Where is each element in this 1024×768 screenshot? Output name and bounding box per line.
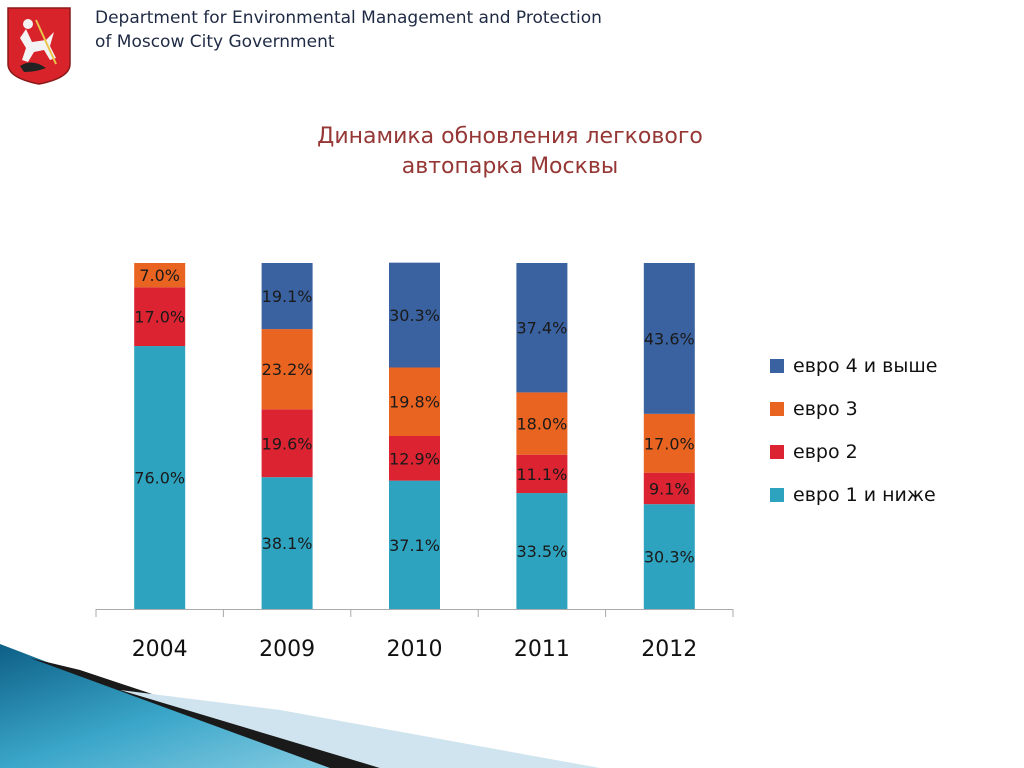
bar-segment-2009-series-1 — [261, 409, 313, 478]
legend-label: евро 2 — [793, 440, 858, 463]
data-label-2009-series-1: 19.6% — [262, 434, 313, 453]
legend-swatch — [770, 401, 784, 416]
data-label-2012-series-0: 30.3% — [644, 548, 695, 567]
x-tick-label-2011: 2011 — [514, 637, 570, 662]
slide-title-line-1: Динамика обновления легкового — [317, 124, 703, 149]
bar-segment-2004-series-1 — [134, 287, 186, 347]
legend-item: евро 2 — [770, 430, 937, 473]
moscow-coat-of-arms-icon — [7, 7, 71, 85]
legend-swatch — [770, 444, 784, 459]
data-label-2011-series-1: 11.1% — [516, 465, 567, 484]
legend-item: евро 3 — [770, 387, 937, 430]
data-label-2010-series-0: 37.1% — [389, 536, 440, 555]
bar-segment-2004-series-0 — [134, 346, 186, 609]
legend-item: евро 1 и ниже — [770, 473, 937, 516]
bar-segment-2012-series-0 — [643, 504, 695, 609]
stacked-bar-chart: 76.0% 17.0% 7.0% 2004 38.1% 19.6% 23.2% 19.1% 20… — [95, 262, 734, 662]
legend-swatch — [770, 358, 784, 373]
department-line-2: of Moscow City Government — [95, 32, 335, 52]
data-label-2009-series-3: 19.1% — [262, 287, 313, 306]
decorative-corner-swoosh — [0, 644, 600, 768]
data-label-2010-series-1: 12.9% — [389, 449, 440, 468]
department-name: Department for Environmental Management … — [95, 6, 602, 54]
data-label-2012-series-2: 17.0% — [644, 434, 695, 453]
data-label-2004-series-2: 7.0% — [139, 266, 180, 285]
x-tick-label-2004: 2004 — [132, 637, 188, 662]
bar-segment-2010-series-3 — [389, 262, 440, 368]
x-tick-label-2010: 2010 — [387, 637, 443, 662]
legend-label: евро 4 и выше — [793, 354, 938, 377]
slide-header: Department for Environmental Management … — [0, 0, 1024, 90]
bar-segment-2011-series-3 — [516, 263, 568, 393]
legend-label: евро 1 и ниже — [793, 483, 936, 506]
data-label-2012-series-1: 9.1% — [649, 479, 690, 498]
bar-segment-2012-series-2 — [643, 413, 695, 473]
bar-segment-2009-series-3 — [261, 263, 313, 330]
data-label-2012-series-3: 43.6% — [644, 329, 695, 348]
bar-segment-2011-series-0 — [516, 493, 568, 609]
bar-segment-2009-series-2 — [261, 329, 313, 410]
slide-title: Динамика обновления легкового автопарка … — [250, 122, 770, 182]
chart-legend: евро 4 и выше евро 3 евро 2 евро 1 и ниже — [770, 344, 937, 516]
data-label-2004-series-0: 76.0% — [134, 469, 185, 488]
x-tick-label-2009: 2009 — [259, 637, 315, 662]
x-tick-label-2012: 2012 — [641, 637, 697, 662]
bar-segment-2009-series-0 — [261, 477, 313, 609]
legend-item: евро 4 и выше — [770, 344, 937, 387]
bar-segment-2012-series-3 — [643, 263, 695, 414]
bar-segment-2010-series-1 — [389, 436, 440, 481]
data-label-2010-series-3: 30.3% — [389, 306, 440, 325]
bar-segment-2004-series-2 — [134, 263, 186, 288]
department-line-1: Department for Environmental Management … — [95, 8, 602, 28]
bar-segment-2010-series-0 — [389, 480, 440, 609]
data-label-2011-series-2: 18.0% — [516, 415, 567, 434]
bar-segment-2011-series-2 — [516, 392, 568, 455]
bar-segment-2011-series-1 — [516, 454, 568, 494]
bar-segment-2012-series-1 — [643, 472, 695, 505]
data-label-2009-series-2: 23.2% — [262, 360, 313, 379]
data-label-2011-series-3: 37.4% — [516, 319, 567, 338]
data-label-2011-series-0: 33.5% — [516, 542, 567, 561]
data-label-2009-series-0: 38.1% — [262, 534, 313, 553]
data-label-2004-series-1: 17.0% — [134, 308, 185, 327]
bar-segment-2010-series-2 — [389, 367, 440, 436]
slide-title-line-2: автопарка Москвы — [401, 154, 619, 179]
legend-label: евро 3 — [793, 397, 858, 420]
data-label-2010-series-2: 19.8% — [389, 393, 440, 412]
legend-swatch — [770, 487, 784, 502]
